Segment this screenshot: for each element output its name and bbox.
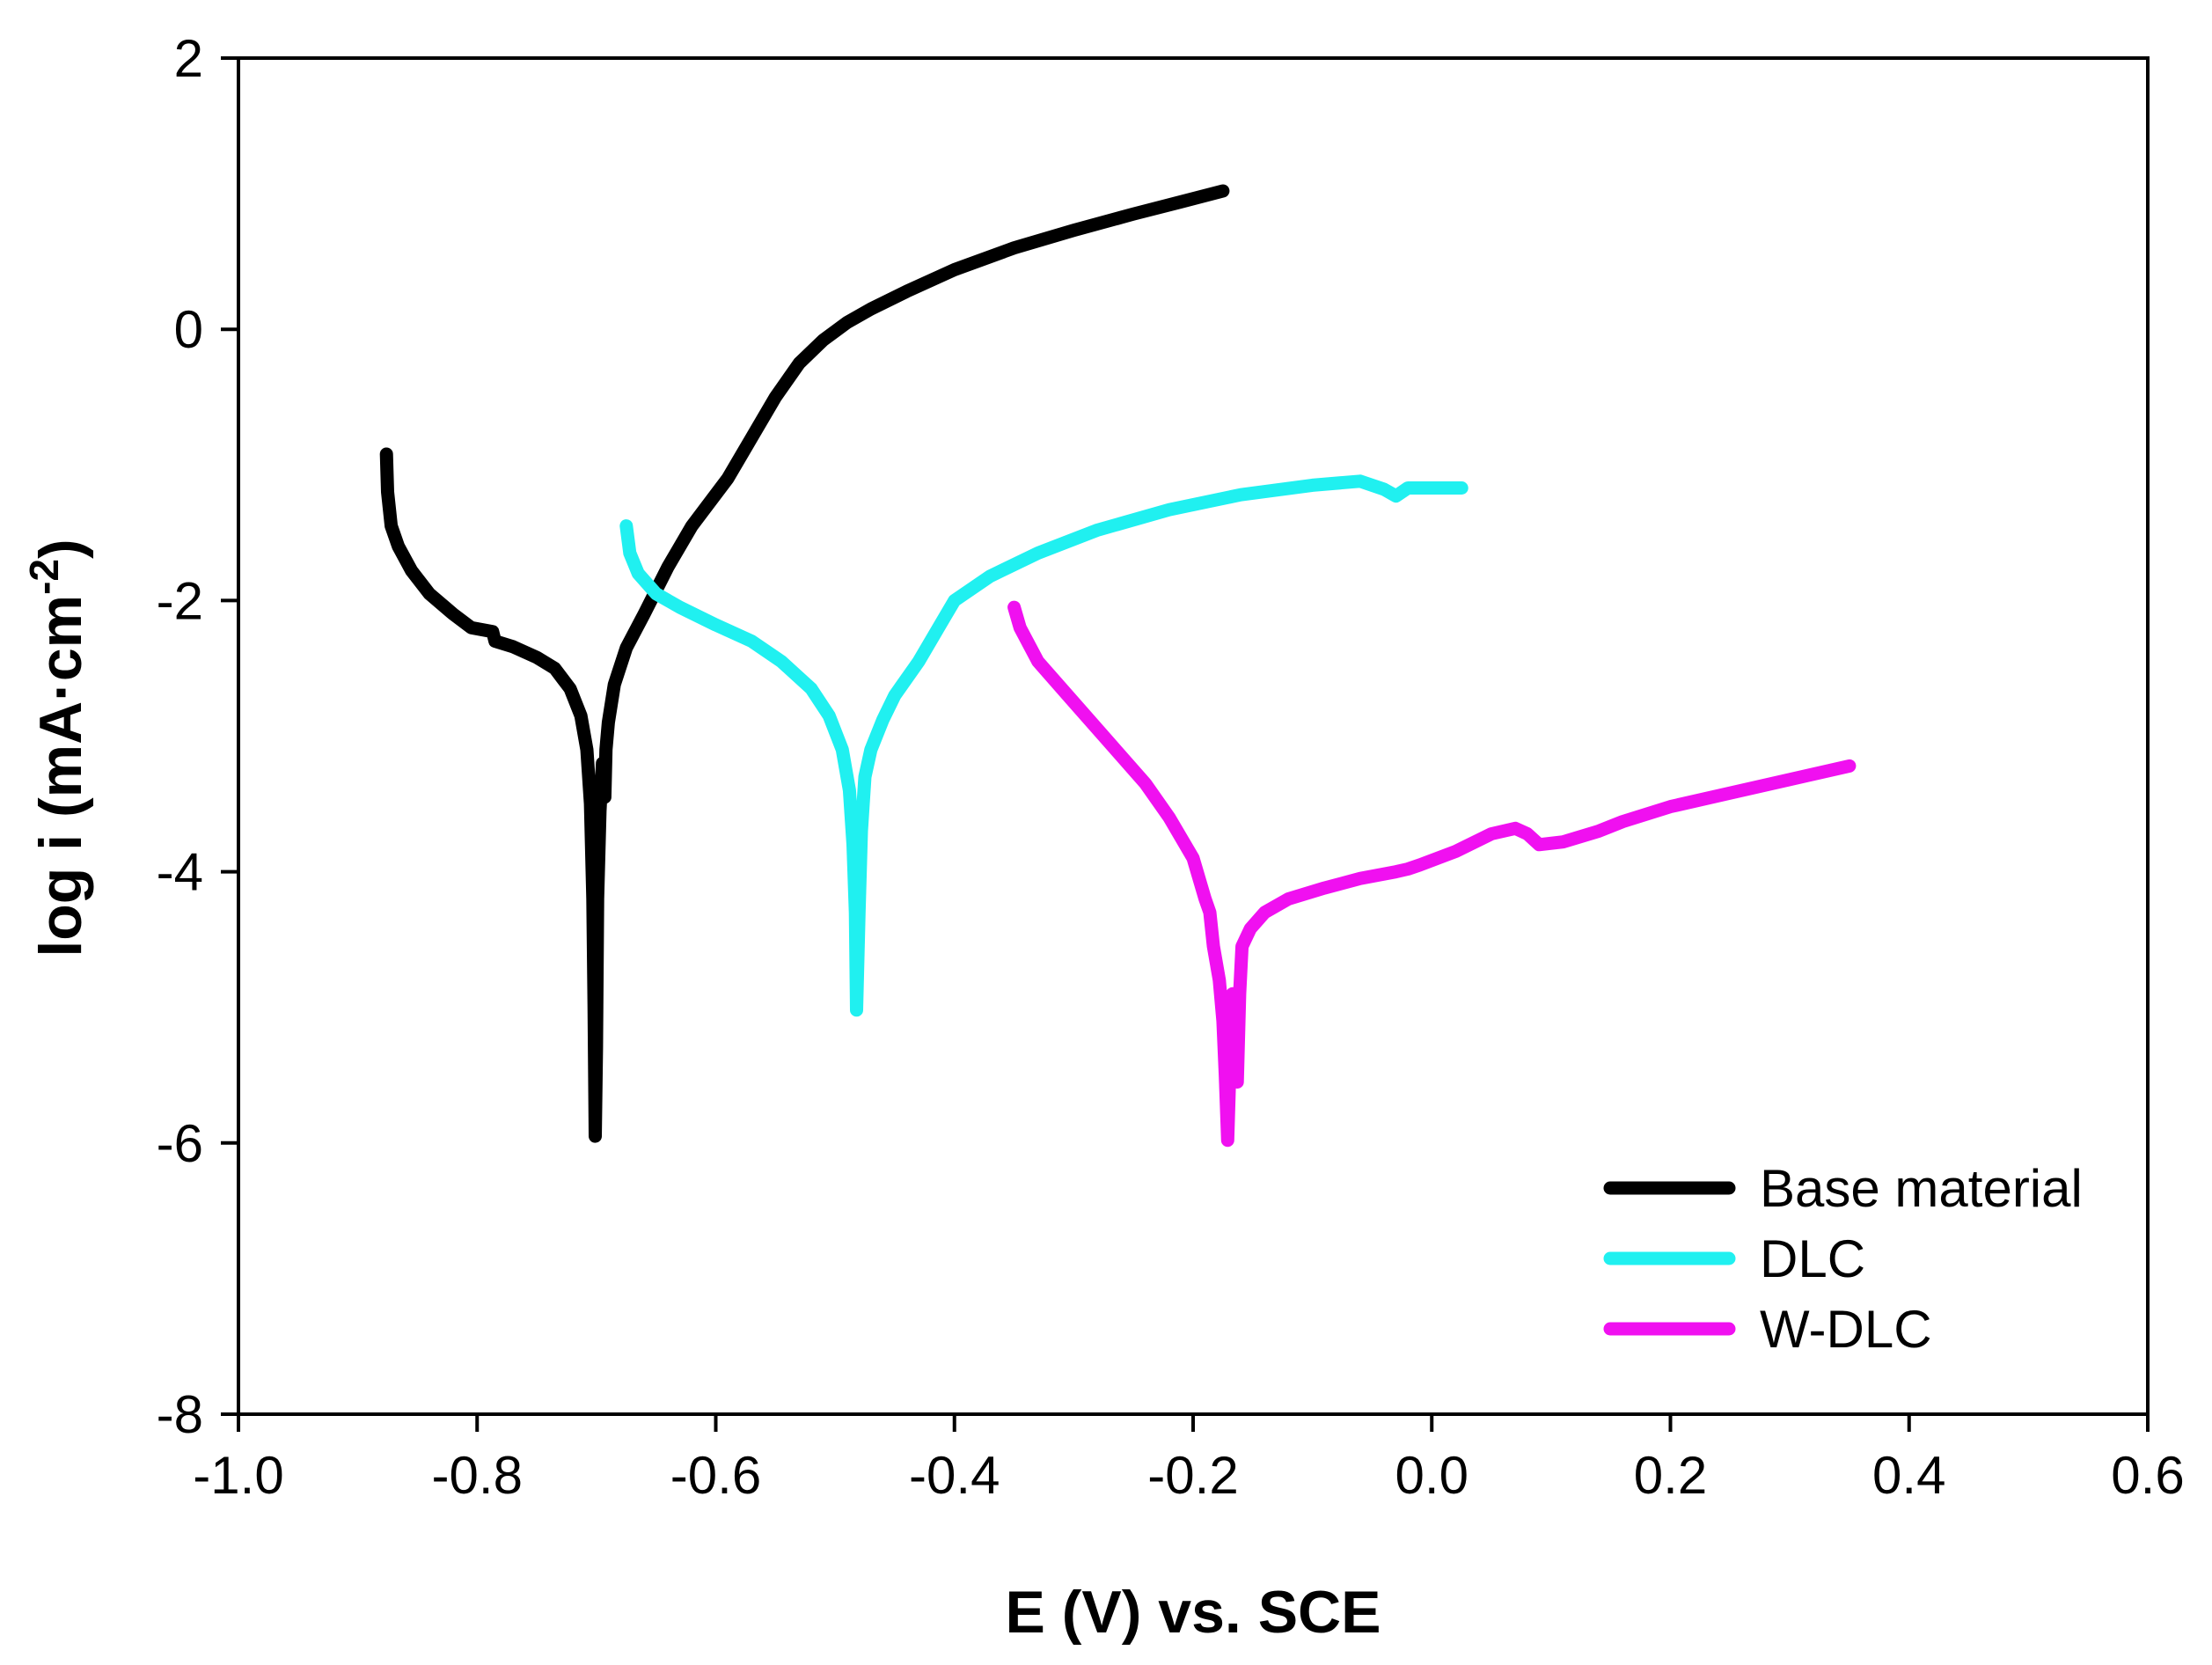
y-axis-title-main: log i (mA·cm [27, 595, 94, 957]
y-tick-label: 2 [174, 29, 203, 88]
y-tick-label: -6 [157, 1114, 203, 1173]
y-axis-title: log i (mA·cm-2) [21, 539, 94, 957]
axes-layer: -1.0 -0.8 -0.6 -0.4 -0.2 0.0 0.2 0.4 0.6 2 0 -2 -4 -6… [157, 29, 2185, 1505]
x-tick-label: -0.8 [432, 1446, 523, 1505]
series-layer [379, 184, 1857, 1148]
y-tick-label: 0 [174, 300, 203, 359]
x-tick-label: 0.0 [1395, 1446, 1469, 1505]
x-tick-label: 0.6 [2111, 1446, 2184, 1505]
x-tick-label: 0.2 [1634, 1446, 1707, 1505]
x-tick-label: -0.2 [1147, 1446, 1238, 1505]
y-tick-label: -4 [157, 843, 203, 902]
y-axis-title-close: ) [27, 539, 94, 559]
y-tick-label: -8 [157, 1385, 203, 1444]
legend-label-base-material: Base material [1760, 1159, 2083, 1218]
legend-label-w-dlc: W-DLC [1760, 1300, 1932, 1359]
legend: Base material DLC W-DLC [1603, 1159, 2083, 1359]
series-line-base-material [379, 184, 1230, 1143]
y-tick-label: -2 [157, 571, 203, 630]
series-line-dlc [619, 474, 1469, 1017]
x-tick-label: 0.4 [1872, 1446, 1945, 1505]
x-axis-title: E (V) vs. SCE [1005, 1579, 1381, 1646]
legend-label-dlc: DLC [1760, 1229, 1865, 1288]
x-tick-label: -0.4 [909, 1446, 1000, 1505]
x-tick-label: -0.6 [670, 1446, 761, 1505]
y-axis-title-superscript: -2 [21, 559, 67, 595]
x-tick-label: -1.0 [193, 1446, 283, 1505]
series-line-w-dlc [1007, 600, 1857, 1148]
